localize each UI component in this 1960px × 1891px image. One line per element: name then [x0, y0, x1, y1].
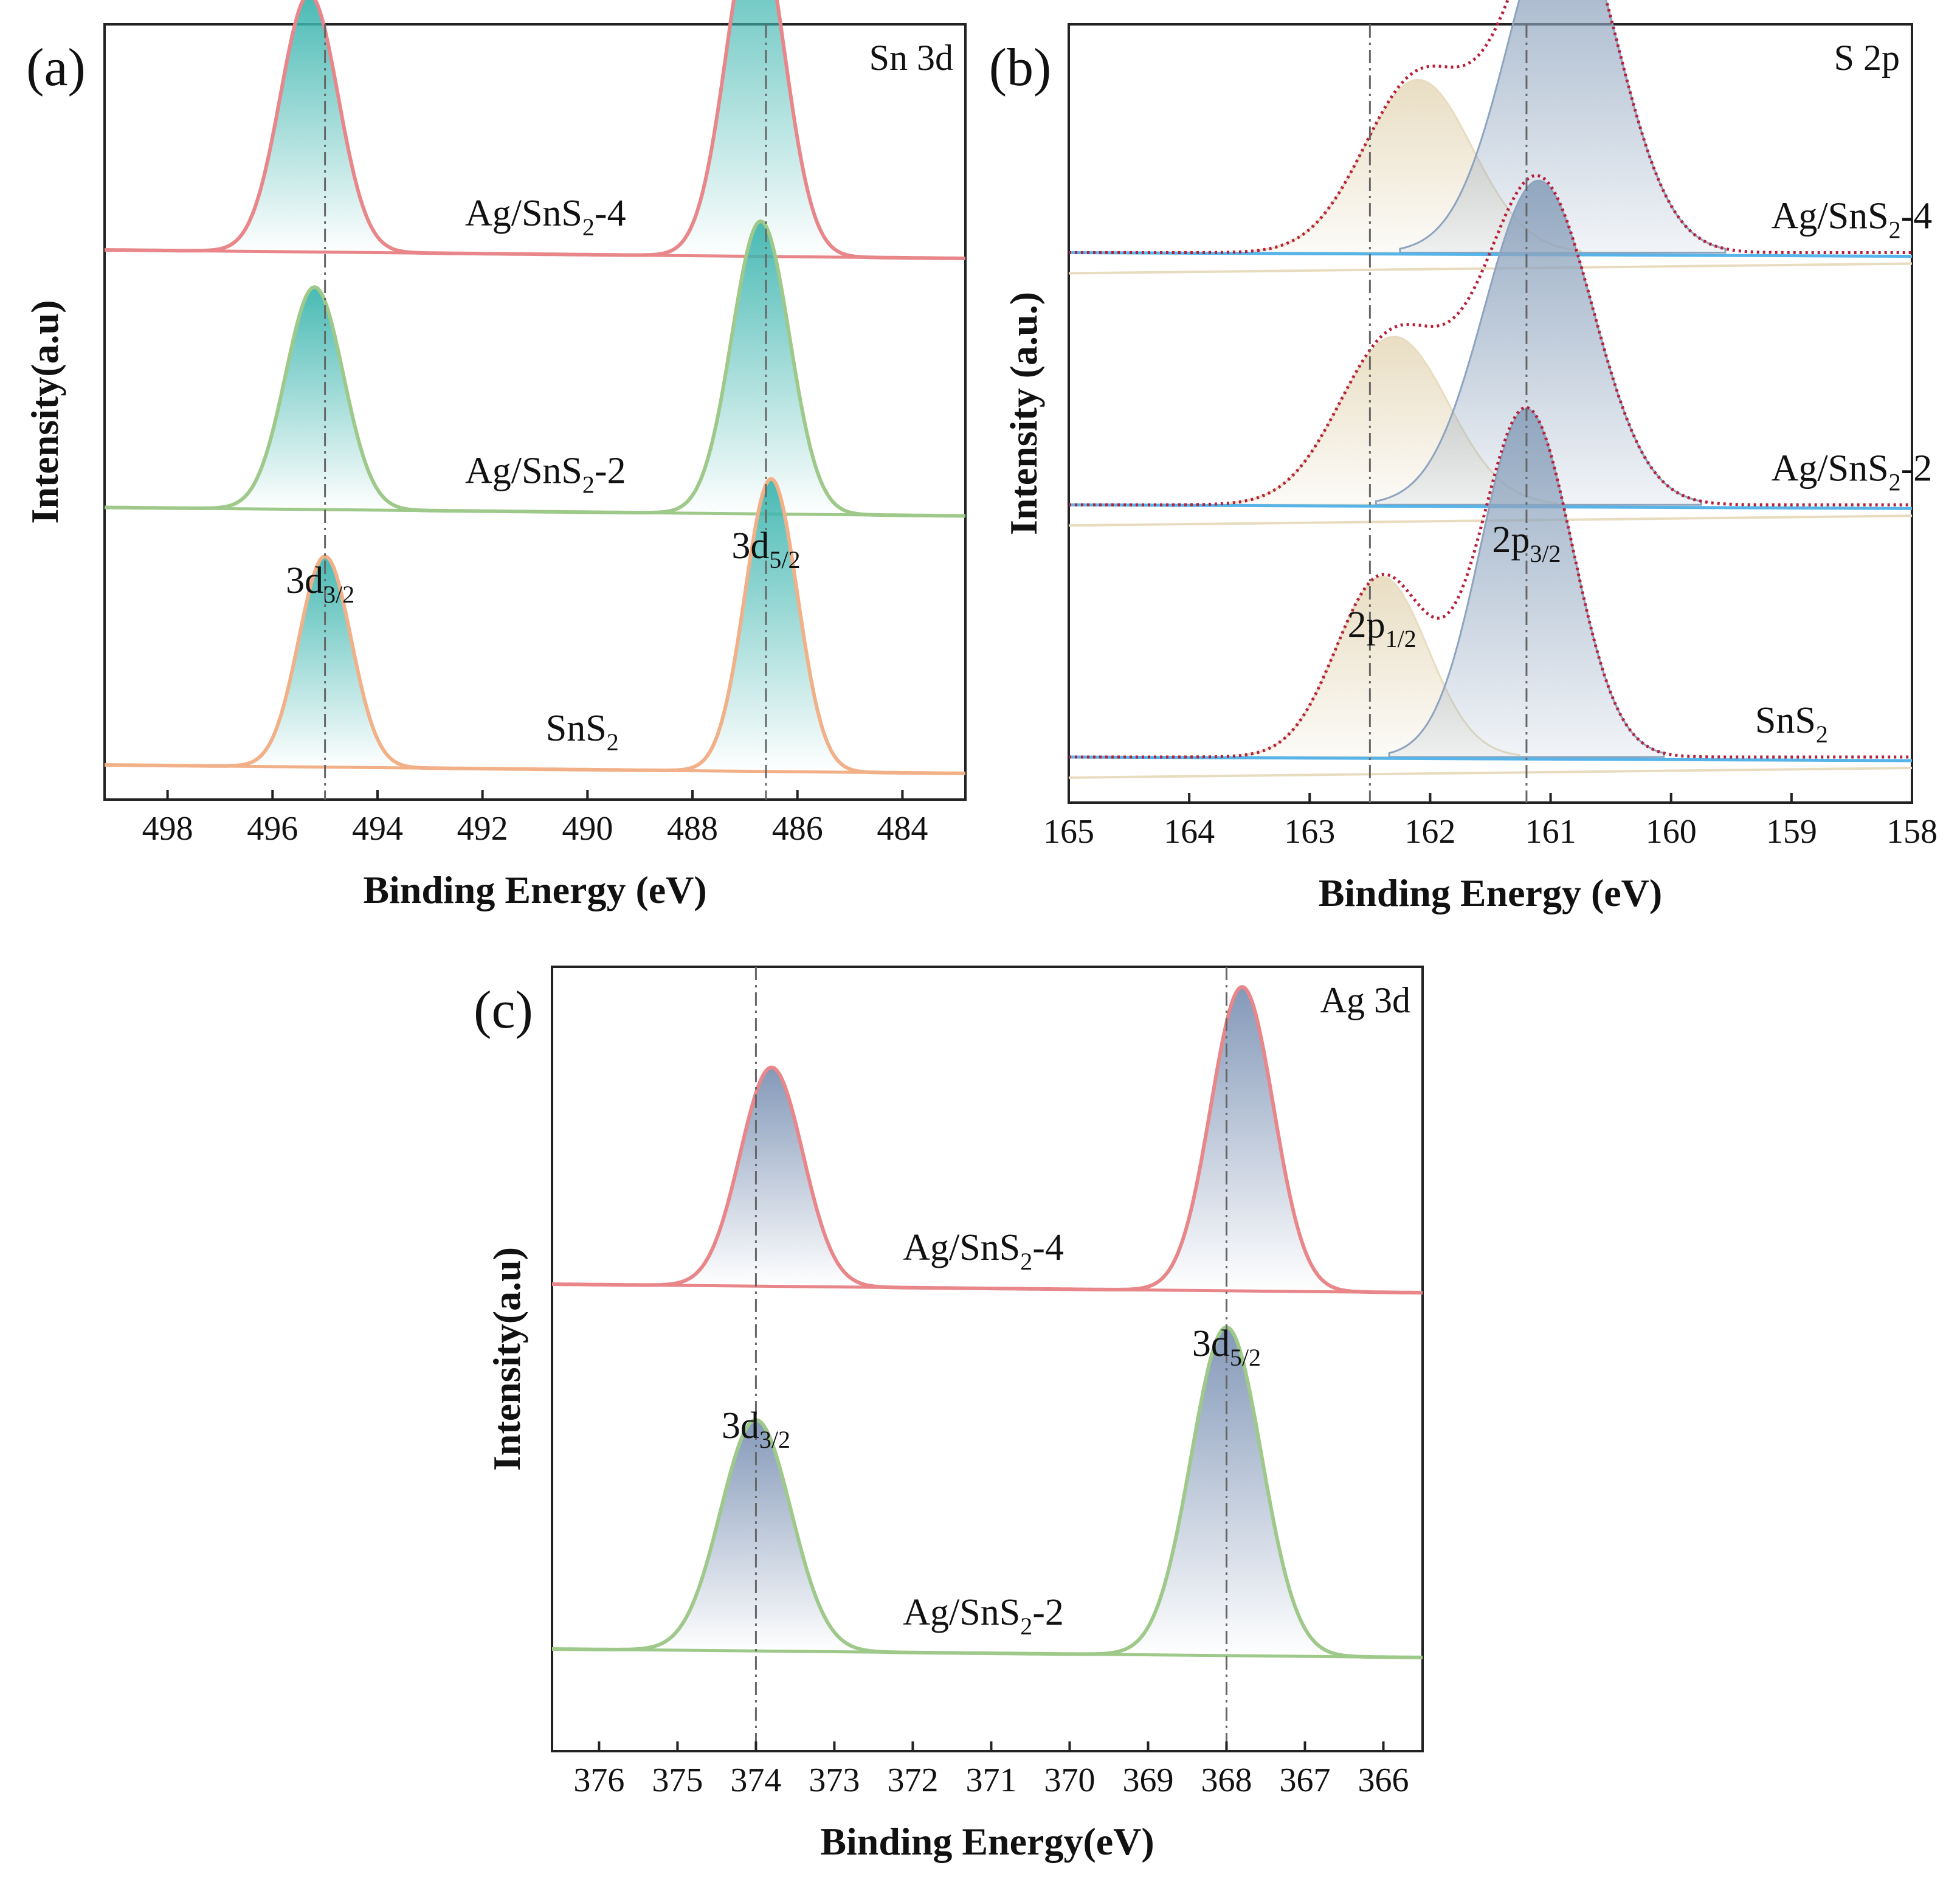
peak-label: 2p3/2 — [1492, 519, 1561, 567]
series-label: SnS2 — [1755, 700, 1828, 748]
series-b-2: SnS2 — [1068, 406, 1913, 779]
series-b-0: Ag/SnS2-4 — [1068, 0, 1933, 275]
background-line — [1068, 767, 1913, 779]
panel-label: (b) — [989, 38, 1052, 97]
peak-fill — [1161, 987, 1324, 1292]
envelope-line — [1069, 0, 1912, 254]
y-axis-title: Intensity (a.u.) — [1002, 292, 1045, 535]
y-axis-title: Intensity(a.u) — [485, 1247, 528, 1471]
spectrum-line — [552, 1325, 1423, 1659]
envelope-line — [1069, 174, 1912, 506]
x-tick-label: 158 — [1886, 813, 1938, 851]
x-tick-label: 162 — [1404, 813, 1455, 851]
peak-label: 2p1/2 — [1348, 604, 1417, 652]
background-line — [1068, 262, 1913, 275]
peak-fill — [685, 221, 836, 515]
x-tick-label: 371 — [965, 1761, 1016, 1799]
x-tick-label: 372 — [887, 1761, 938, 1799]
x-tick-label: 160 — [1646, 813, 1697, 851]
peak-label: 3d5/2 — [731, 525, 800, 573]
series-label: Ag/SnS2-4 — [1772, 196, 1933, 244]
peak-label: 3d5/2 — [1192, 1323, 1261, 1371]
x-tick-label: 366 — [1358, 1761, 1409, 1799]
peak-label: 3d3/2 — [286, 560, 354, 608]
x-axis-title: Binding Energy (eV) — [363, 868, 706, 911]
spectrum-line — [105, 477, 965, 775]
peak-fill — [257, 556, 393, 768]
x-tick-label: 370 — [1044, 1761, 1095, 1799]
series-a-2: SnS2 — [104, 477, 966, 775]
x-tick-label: 376 — [573, 1761, 624, 1799]
element-label: S 2p — [1834, 38, 1900, 78]
series-c-0: Ag/SnS2-4 — [551, 985, 1423, 1295]
series-label: Ag/SnS2-4 — [465, 193, 626, 241]
envelope-line — [1069, 406, 1912, 759]
x-tick-label: 373 — [809, 1761, 860, 1799]
element-label: Sn 3d — [869, 38, 953, 78]
peak-fill — [680, 0, 831, 257]
x-tick-label: 484 — [877, 810, 928, 848]
spectrum-line — [105, 0, 965, 260]
element-label: Ag 3d — [1320, 980, 1410, 1020]
plot-frame — [551, 966, 1424, 1752]
series-a-0: Ag/SnS2-4 — [104, 0, 966, 260]
peak-fill — [703, 479, 840, 772]
x-axis-title: Binding Energy (eV) — [1319, 871, 1662, 914]
x-tick-label: 375 — [652, 1761, 703, 1799]
series-label: Ag/SnS2-2 — [1772, 448, 1933, 496]
x-tick-label: 496 — [247, 810, 298, 848]
y-axis-title: Intensity(a.u) — [23, 300, 66, 524]
series-label: Ag/SnS2-4 — [903, 1227, 1064, 1275]
x-tick-label: 367 — [1279, 1761, 1330, 1799]
peak-fill — [690, 1067, 854, 1287]
x-tick-label: 165 — [1043, 813, 1094, 851]
x-tick-label: 163 — [1284, 813, 1335, 851]
panel-c: Ag/SnS2-4 Ag/SnS2-2 3d3/2 3d5/2 376 375 374 373… — [474, 966, 1424, 1863]
x-tick-label: 488 — [667, 810, 718, 848]
x-tick-label: 369 — [1122, 1761, 1173, 1799]
x-tick-label: 494 — [352, 810, 403, 848]
panel-a: Ag/SnS2-4 Ag/SnS2-2 SnS2 3d3/2 3d5/2 498 496 49… — [23, 0, 967, 911]
x-tick-label: 159 — [1766, 813, 1817, 851]
spectrum-line — [105, 219, 965, 518]
x-tick-label: 368 — [1201, 1761, 1252, 1799]
x-tick-label: 161 — [1525, 813, 1576, 851]
x-tick-label: 492 — [457, 810, 508, 848]
series-a-1: Ag/SnS2-2 — [104, 219, 966, 518]
x-tick-label: 486 — [772, 810, 823, 848]
spectrum-line — [552, 985, 1423, 1295]
x-axis-title: Binding Energy(eV) — [820, 1820, 1154, 1863]
panel-label: (c) — [474, 981, 533, 1040]
plot-frame — [103, 23, 967, 801]
series-label: Ag/SnS2-2 — [465, 451, 626, 499]
peak-fill — [234, 0, 385, 253]
component-p32 — [1375, 179, 1702, 506]
panel-b: Ag/SnS2-4 Ag/SnS2-2 SnS2 2p1/2 2p3/2 165 164 16… — [989, 0, 1938, 914]
peak-label: 3d3/2 — [722, 1405, 790, 1453]
panel-label: (a) — [26, 38, 86, 97]
peak-fill — [239, 287, 390, 511]
series-label: Ag/SnS2-2 — [903, 1592, 1064, 1640]
x-tick-label: 374 — [730, 1761, 781, 1799]
series-label: SnS2 — [546, 708, 619, 756]
x-tick-label: 490 — [562, 810, 613, 848]
x-tick-label: 498 — [142, 810, 193, 848]
x-tick-label: 164 — [1164, 813, 1215, 851]
series-c-1: Ag/SnS2-2 — [551, 1325, 1423, 1659]
peak-fill — [1134, 1327, 1319, 1657]
series-b-1: Ag/SnS2-2 — [1068, 174, 1933, 527]
plot-frame — [1068, 23, 1913, 804]
